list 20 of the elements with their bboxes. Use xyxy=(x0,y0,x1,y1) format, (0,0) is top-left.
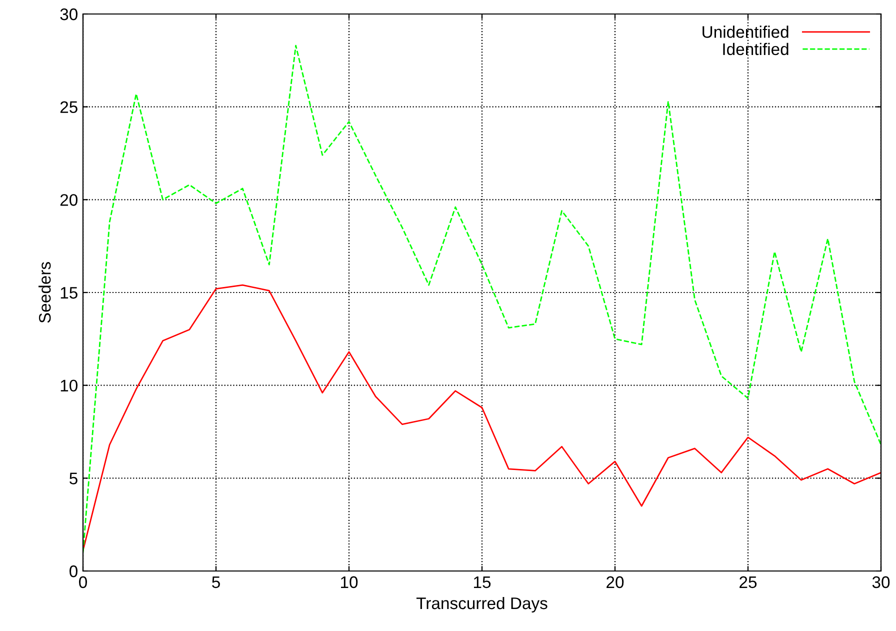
y-tick-label: 10 xyxy=(60,380,78,392)
y-tick-label: 20 xyxy=(60,194,78,206)
legend-label: Unidentified xyxy=(702,26,788,38)
y-tick-label: 5 xyxy=(70,472,78,484)
x-tick-label: 20 xyxy=(606,576,624,588)
legend-label: Identified xyxy=(723,42,788,56)
x-tick-label: 5 xyxy=(212,576,220,588)
y-axis-title: Seeders xyxy=(38,262,51,323)
line-series xyxy=(83,44,881,554)
y-tick-label: 0 xyxy=(70,565,78,578)
x-tick-label: 30 xyxy=(872,576,890,588)
x-tick-label: 15 xyxy=(474,576,491,588)
y-tick-label: 30 xyxy=(60,8,78,20)
y-tick-label: 15 xyxy=(60,287,78,299)
x-tick-label: 0 xyxy=(79,576,87,588)
x-axis-title: Transcurred Days xyxy=(416,596,548,612)
line-series xyxy=(83,284,881,552)
x-tick-label: 25 xyxy=(740,576,757,588)
y-tick-label: 25 xyxy=(60,101,78,114)
x-tick-label: 10 xyxy=(341,576,358,588)
